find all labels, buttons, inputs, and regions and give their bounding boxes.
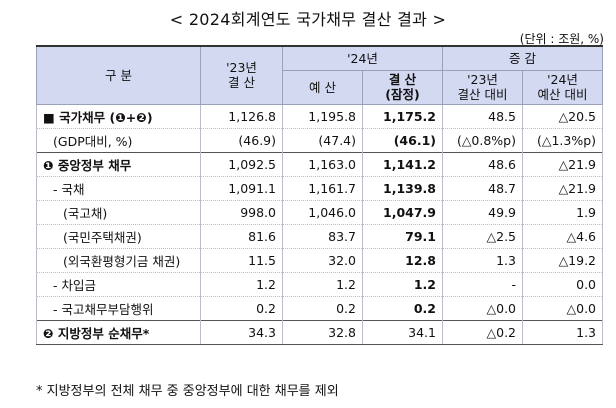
header-settlement: 결 산 (잠정) (362, 69, 443, 105)
table-row: (GDP대비, %) (46.9) (47.4) (46.1) (△0.8%p)… (36, 127, 604, 153)
cell: 0.0 (521, 271, 604, 297)
table-row: - 국고채무부담행위 0.2 0.2 0.2 △0.0 △0.0 (36, 295, 604, 321)
cell: 83.7 (282, 223, 363, 249)
cell: △0.0 (521, 295, 604, 321)
header-23-settlement: '23년 결 산 (200, 45, 283, 105)
cell: 1.2 (282, 271, 363, 297)
cell: 34.3 (200, 319, 283, 345)
cell: 1,163.0 (282, 151, 363, 177)
cell: 998.0 (200, 199, 283, 225)
header-vs23-sub: 결산 대비 (457, 87, 508, 102)
header-change: 증 감 (441, 45, 604, 71)
header-vs24-sub: 예산 대비 (537, 87, 588, 102)
cell: 1,195.8 (282, 103, 363, 129)
header-vs-23: '23년 결산 대비 (442, 69, 523, 105)
header-23-year: '23년 (226, 60, 257, 76)
cell: 12.8 (362, 247, 443, 273)
cell: (47.4) (282, 127, 363, 153)
cell: 1.3 (521, 319, 604, 345)
cell: 1,139.8 (362, 175, 443, 201)
cell: △2.5 (442, 223, 523, 249)
cell: 48.7 (442, 175, 523, 201)
row-label: ❶ 중앙정부 채무 (36, 151, 201, 177)
cell: 48.5 (442, 103, 523, 129)
table-row: ■ 국가채무 (❶+❷) 1,126.8 1,195.8 1,175.2 48.… (36, 103, 604, 129)
cell: △4.6 (521, 223, 604, 249)
cell: 1.9 (521, 199, 604, 225)
cell: 81.6 (200, 223, 283, 249)
row-label: ■ 국가채무 (❶+❷) (36, 103, 201, 129)
row-label: - 차입금 (36, 271, 201, 297)
cell: △20.5 (521, 103, 604, 129)
cell: △21.9 (521, 175, 604, 201)
cell: 1,046.0 (282, 199, 363, 225)
cell: 32.0 (282, 247, 363, 273)
cell: 34.1 (362, 319, 443, 345)
cell: 0.2 (362, 295, 443, 321)
row-label: ❷ 지방정부 순채무* (36, 319, 201, 345)
cell: 1,126.8 (200, 103, 283, 129)
header-budget: 예 산 (282, 69, 363, 105)
row-label: (외국환평형기금 채권) (36, 247, 201, 273)
cell: △0.2 (442, 319, 523, 345)
cell: 1,047.9 (362, 199, 443, 225)
cell: 1,141.2 (362, 151, 443, 177)
header-vs23-year: '23년 (467, 72, 498, 87)
footnote: * 지방정부의 전체 채무 중 중앙정부에 대한 채무를 제외 (36, 384, 339, 399)
cell: 32.8 (282, 319, 363, 345)
row-label: - 국채 (36, 175, 201, 201)
cell: △21.9 (521, 151, 604, 177)
debt-table: 구 분 '23년 결 산 '24년 증 감 예 산 결 산 (잠정) '23년 … (36, 45, 604, 345)
table-row: (국고채) 998.0 1,046.0 1,047.9 49.9 1.9 (36, 199, 604, 225)
table-row: - 국채 1,091.1 1,161.7 1,139.8 48.7 △21.9 (36, 175, 604, 201)
cell: 49.9 (442, 199, 523, 225)
cell: (46.1) (362, 127, 443, 153)
table-row: - 차입금 1.2 1.2 1.2 - 0.0 (36, 271, 604, 297)
cell: 48.6 (442, 151, 523, 177)
cell: 1.2 (362, 271, 443, 297)
row-label: (국민주택채권) (36, 223, 201, 249)
table-row: (외국환평형기금 채권) 11.5 32.0 12.8 1.3 △19.2 (36, 247, 604, 273)
header-vs24-year: '24년 (547, 72, 578, 87)
table-title: < 2024회계연도 국가채무 결산 결과 > (169, 10, 447, 29)
cell: (46.9) (200, 127, 283, 153)
cell: △0.0 (442, 295, 523, 321)
cell: 1.3 (442, 247, 523, 273)
header-vs-24: '24년 예산 대비 (521, 69, 604, 105)
row-label: (국고채) (36, 199, 201, 225)
cell: △19.2 (521, 247, 604, 273)
cell: - (442, 271, 523, 297)
table-row: ❷ 지방정부 순채무* 34.3 32.8 34.1 △0.2 1.3 (36, 319, 604, 345)
header-23-sub: 결 산 (228, 75, 255, 91)
row-label: - 국고채무부담행위 (36, 295, 201, 321)
header-24: '24년 (282, 45, 443, 71)
cell: 11.5 (200, 247, 283, 273)
cell: (△0.8%p) (442, 127, 523, 153)
unit-note: (단위 : 조원, %) (519, 32, 604, 46)
cell: 1,091.1 (200, 175, 283, 201)
cell: 79.1 (362, 223, 443, 249)
cell: 0.2 (282, 295, 363, 321)
header-settlement-provisional: (잠정) (385, 87, 420, 102)
table-row: ❶ 중앙정부 채무 1,092.5 1,163.0 1,141.2 48.6 △… (36, 151, 604, 177)
header-settlement-top: 결 산 (388, 72, 417, 87)
table-row: (국민주택채권) 81.6 83.7 79.1 △2.5 △4.6 (36, 223, 604, 249)
cell: 0.2 (200, 295, 283, 321)
cell: (△1.3%p) (521, 127, 604, 153)
cell: 1.2 (200, 271, 283, 297)
cell: 1,092.5 (200, 151, 283, 177)
cell: 1,161.7 (282, 175, 363, 201)
cell: 1,175.2 (362, 103, 443, 129)
row-label: (GDP대비, %) (36, 127, 201, 153)
header-category: 구 분 (36, 45, 201, 105)
